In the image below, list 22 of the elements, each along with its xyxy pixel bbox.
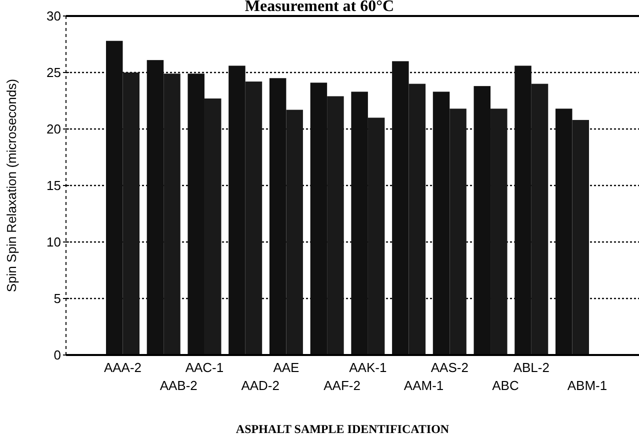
x-tick-label: ABC [492,378,519,393]
x-tick-label: AAA-2 [104,360,142,375]
y-tick-label: 30 [46,8,61,24]
x-axis-title: ASPHALT SAMPLE IDENTIFICATION [236,422,450,436]
y-axis-title: Spin Spin Relaxation (microseconds) [4,78,19,292]
y-tick-label: 20 [46,122,61,137]
y-tick-label: 25 [46,65,61,80]
x-tick-label: AAC-1 [185,360,224,375]
chart-title: Measurement at 60°C [244,0,394,15]
y-tick-label: 15 [46,178,61,194]
x-tick-label: AAD-2 [241,378,280,393]
y-tick-label: 10 [46,234,61,250]
x-tick-label: AAK-1 [349,360,387,375]
x-tick-label: ABL-2 [513,360,550,375]
y-tick-label: 5 [54,291,61,306]
x-tick-label: AAB-2 [160,378,198,393]
x-tick-label: AAM-1 [404,378,444,393]
y-tick-label: 0 [54,348,61,363]
x-tick-label: AAS-2 [430,360,468,375]
x-tick-label: AAE [273,360,300,375]
x-tick-label: ABM-1 [567,378,608,393]
x-tick-label: AAF-2 [324,378,360,393]
